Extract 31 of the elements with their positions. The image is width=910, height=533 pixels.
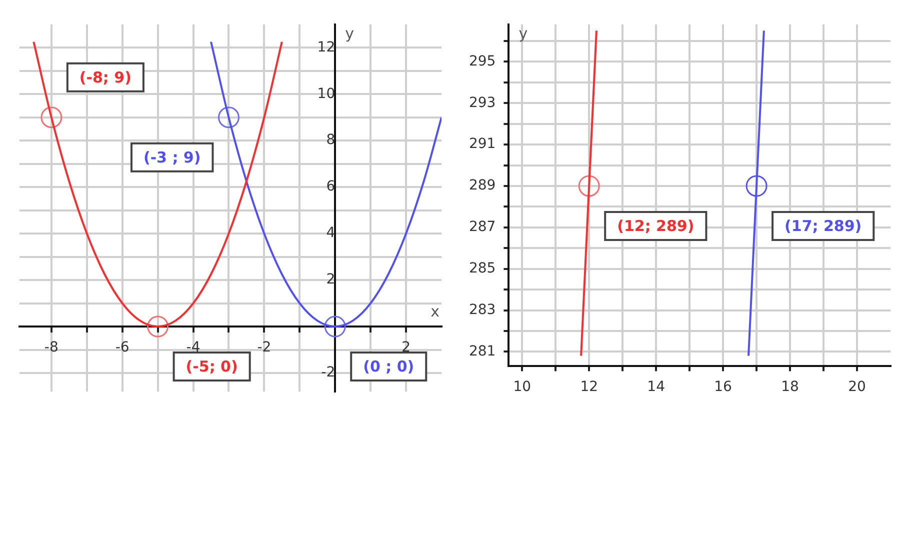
y-tick-label: 289	[468, 178, 496, 194]
y-tick-label: 293	[468, 94, 496, 111]
x-tick-label: 2	[402, 340, 410, 356]
y-axis-title: y	[345, 24, 354, 42]
x-tick-label: 12	[580, 379, 598, 396]
x-axis-title: x	[430, 302, 440, 320]
y-tick-label: 291	[468, 136, 496, 152]
annotation: (17; 289)	[784, 216, 862, 235]
x-tick-label: 10	[513, 379, 532, 396]
annotation: (12; 289)	[617, 216, 694, 235]
annotation: (0 ; 0)	[363, 357, 414, 376]
x-tick-label: 16	[714, 379, 732, 396]
x-tick-label: 20	[848, 379, 866, 396]
x-tick-label: 14	[647, 379, 666, 396]
x-tick-label: 18	[781, 379, 799, 396]
y-tick-label: 2	[326, 272, 336, 288]
annotation: (-3 ; 9)	[143, 148, 201, 166]
annotation: (-5; 0)	[186, 357, 238, 376]
y-tick-label: -2	[321, 364, 336, 381]
annotation: (-8; 9)	[79, 68, 132, 86]
y-tick-label: 287	[468, 219, 496, 236]
x-tick-label: -4	[186, 340, 200, 356]
x-tick-label: -6	[115, 340, 130, 356]
y-tick-label: 281	[468, 343, 496, 360]
y-axis-title: y	[518, 24, 528, 42]
y-tick-label: 285	[468, 260, 496, 276]
y-tick-label: 12	[317, 39, 336, 56]
y-tick-label: 283	[468, 302, 496, 318]
x-tick-label: -2	[257, 340, 272, 356]
x-tick-label: -8	[44, 340, 58, 356]
y-tick-label: 295	[468, 53, 496, 70]
